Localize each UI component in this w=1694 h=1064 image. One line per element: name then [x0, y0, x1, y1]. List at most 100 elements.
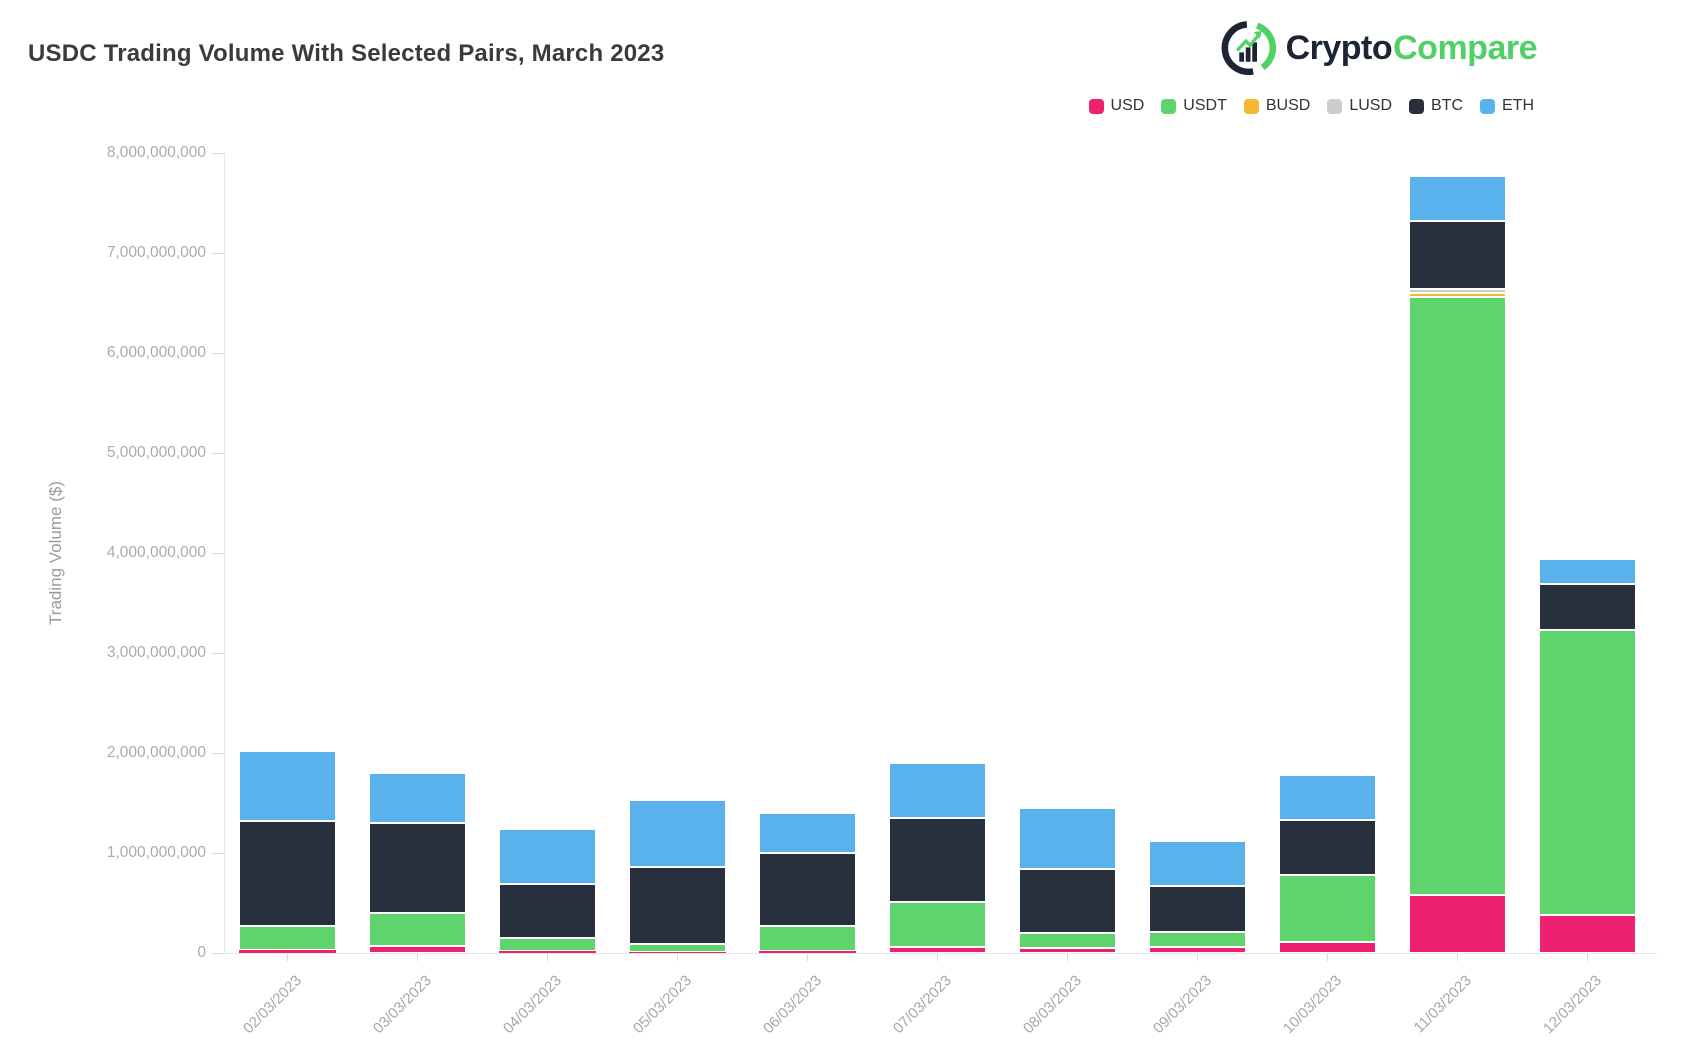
bar-segment-eth[interactable]	[369, 773, 466, 823]
x-axis-tick	[1197, 954, 1198, 961]
x-axis-tick-label: 07/03/2023	[889, 972, 956, 1038]
legend-label: BUSD	[1265, 97, 1311, 114]
legend-label: ETH	[1502, 97, 1534, 114]
y-axis-tick	[212, 553, 224, 554]
brand-name-crypto: Crypto	[1285, 29, 1393, 67]
legend-item-eth[interactable]: ETH	[1480, 97, 1534, 115]
y-axis-tick-label: 1,000,000,000	[106, 844, 206, 861]
bar-segment-btc[interactable]	[499, 884, 596, 938]
legend-label: USD	[1110, 97, 1145, 114]
y-axis-tick-label: 8,000,000,000	[106, 144, 206, 161]
bar-segment-eth[interactable]	[1019, 808, 1116, 869]
bar-segment-usd[interactable]	[629, 952, 726, 953]
bar-segment-eth[interactable]	[1149, 841, 1246, 886]
bar-segment-usd[interactable]	[1409, 895, 1506, 953]
bar-segment-usd[interactable]	[1539, 915, 1636, 953]
bar-segment-usd[interactable]	[369, 946, 466, 953]
y-axis-tick	[212, 753, 224, 754]
bar-segment-busd[interactable]	[1409, 293, 1506, 297]
bar-segment-usdt[interactable]	[629, 944, 726, 952]
x-axis-tick-label: 05/03/2023	[629, 972, 696, 1038]
bar-segment-usd[interactable]	[1019, 948, 1116, 953]
brand-logo[interactable]: Crypto Compare	[1219, 18, 1537, 78]
bar-segment-btc[interactable]	[1409, 221, 1506, 289]
bar-segment-eth[interactable]	[239, 751, 336, 821]
legend-item-usd[interactable]: USD	[1088, 97, 1145, 115]
y-axis-tick	[212, 253, 224, 254]
bar-segment-usd[interactable]	[499, 951, 596, 953]
legend-swatch-btc	[1409, 98, 1424, 114]
bar-segment-btc[interactable]	[1149, 886, 1246, 932]
x-axis-tick	[417, 954, 418, 961]
legend-item-busd[interactable]: BUSD	[1243, 97, 1311, 115]
x-axis-tick	[937, 954, 938, 961]
legend-label: USDT	[1183, 97, 1227, 114]
brand-name-compare: Compare	[1393, 29, 1537, 67]
bar-segment-btc[interactable]	[629, 867, 726, 944]
bar-segment-eth[interactable]	[1539, 559, 1636, 584]
bar-segment-usdt[interactable]	[369, 913, 466, 946]
bar-segment-usd[interactable]	[1279, 942, 1376, 953]
bar-segment-usdt[interactable]	[1409, 297, 1506, 895]
bar-segment-eth[interactable]	[1279, 775, 1376, 820]
y-axis-tick-label: 6,000,000,000	[106, 344, 206, 361]
y-axis-tick-label: 4,000,000,000	[106, 544, 206, 561]
y-axis-tick	[212, 853, 224, 854]
bar-segment-eth[interactable]	[1409, 176, 1506, 221]
x-axis-tick-label: 12/03/2023	[1539, 972, 1606, 1038]
legend-swatch-usd	[1088, 98, 1104, 114]
bar-segment-btc[interactable]	[1539, 584, 1636, 630]
x-axis-tick-label: 08/03/2023	[1019, 972, 1086, 1038]
bar-segment-eth[interactable]	[889, 763, 986, 818]
x-axis-tick-label: 04/03/2023	[499, 972, 566, 1038]
bar-segment-btc[interactable]	[889, 818, 986, 902]
bar-segment-usdt[interactable]	[1539, 630, 1636, 915]
x-axis-tick-label: 03/03/2023	[369, 972, 436, 1038]
bar-segment-usdt[interactable]	[1019, 933, 1116, 948]
y-axis-tick-label: 3,000,000,000	[106, 644, 206, 661]
x-axis-tick-label: 10/03/2023	[1279, 972, 1346, 1038]
bar-segment-usdt[interactable]	[1149, 932, 1246, 947]
bar-segment-usdt[interactable]	[499, 938, 596, 951]
legend-item-lusd[interactable]: LUSD	[1327, 97, 1392, 115]
bar-segment-usd[interactable]	[759, 951, 856, 953]
legend-label: BTC	[1431, 97, 1463, 114]
bar-segment-eth[interactable]	[759, 813, 856, 853]
bar-segment-usdt[interactable]	[759, 926, 856, 951]
legend-swatch-eth	[1480, 98, 1495, 114]
y-axis-tick-label: 5,000,000,000	[106, 444, 206, 461]
bar-segment-eth[interactable]	[629, 800, 726, 867]
y-axis-line	[224, 153, 225, 953]
x-axis-tick	[1587, 954, 1588, 961]
legend-item-btc[interactable]: BTC	[1409, 97, 1463, 115]
bar-segment-eth[interactable]	[499, 829, 596, 884]
bar-segment-btc[interactable]	[1019, 869, 1116, 933]
x-axis-tick	[287, 954, 288, 961]
x-axis-tick	[1067, 954, 1068, 961]
bar-segment-btc[interactable]	[1279, 820, 1376, 875]
chart-title: USDC Trading Volume With Selected Pairs,…	[28, 40, 665, 68]
x-axis-tick-label: 11/03/2023	[1410, 972, 1476, 1037]
bar-segment-btc[interactable]	[759, 853, 856, 926]
x-axis-tick-label: 02/03/2023	[239, 972, 306, 1038]
bar-segment-btc[interactable]	[369, 823, 466, 913]
bar-segment-usd[interactable]	[1149, 947, 1246, 953]
bar-segment-usd[interactable]	[889, 947, 986, 953]
bar-segment-usdt[interactable]	[239, 926, 336, 950]
x-axis-line	[224, 953, 1657, 954]
bar-segment-usdt[interactable]	[1279, 875, 1376, 942]
bar-segment-btc[interactable]	[239, 821, 336, 926]
y-axis-tick-label: 0	[197, 944, 206, 961]
brand-logo-icon	[1219, 18, 1279, 78]
x-axis-tick-label: 06/03/2023	[759, 972, 826, 1038]
legend-item-usdt[interactable]: USDT	[1161, 97, 1227, 115]
bar-segment-lusd[interactable]	[1409, 289, 1506, 293]
x-axis-tick-label: 09/03/2023	[1149, 972, 1216, 1038]
bar-segment-usdt[interactable]	[889, 902, 986, 947]
y-axis-tick	[212, 353, 224, 354]
x-axis-tick	[547, 954, 548, 961]
legend-swatch-usdt	[1161, 98, 1177, 114]
bar-segment-usd[interactable]	[239, 950, 336, 953]
x-axis-tick	[1457, 954, 1458, 961]
